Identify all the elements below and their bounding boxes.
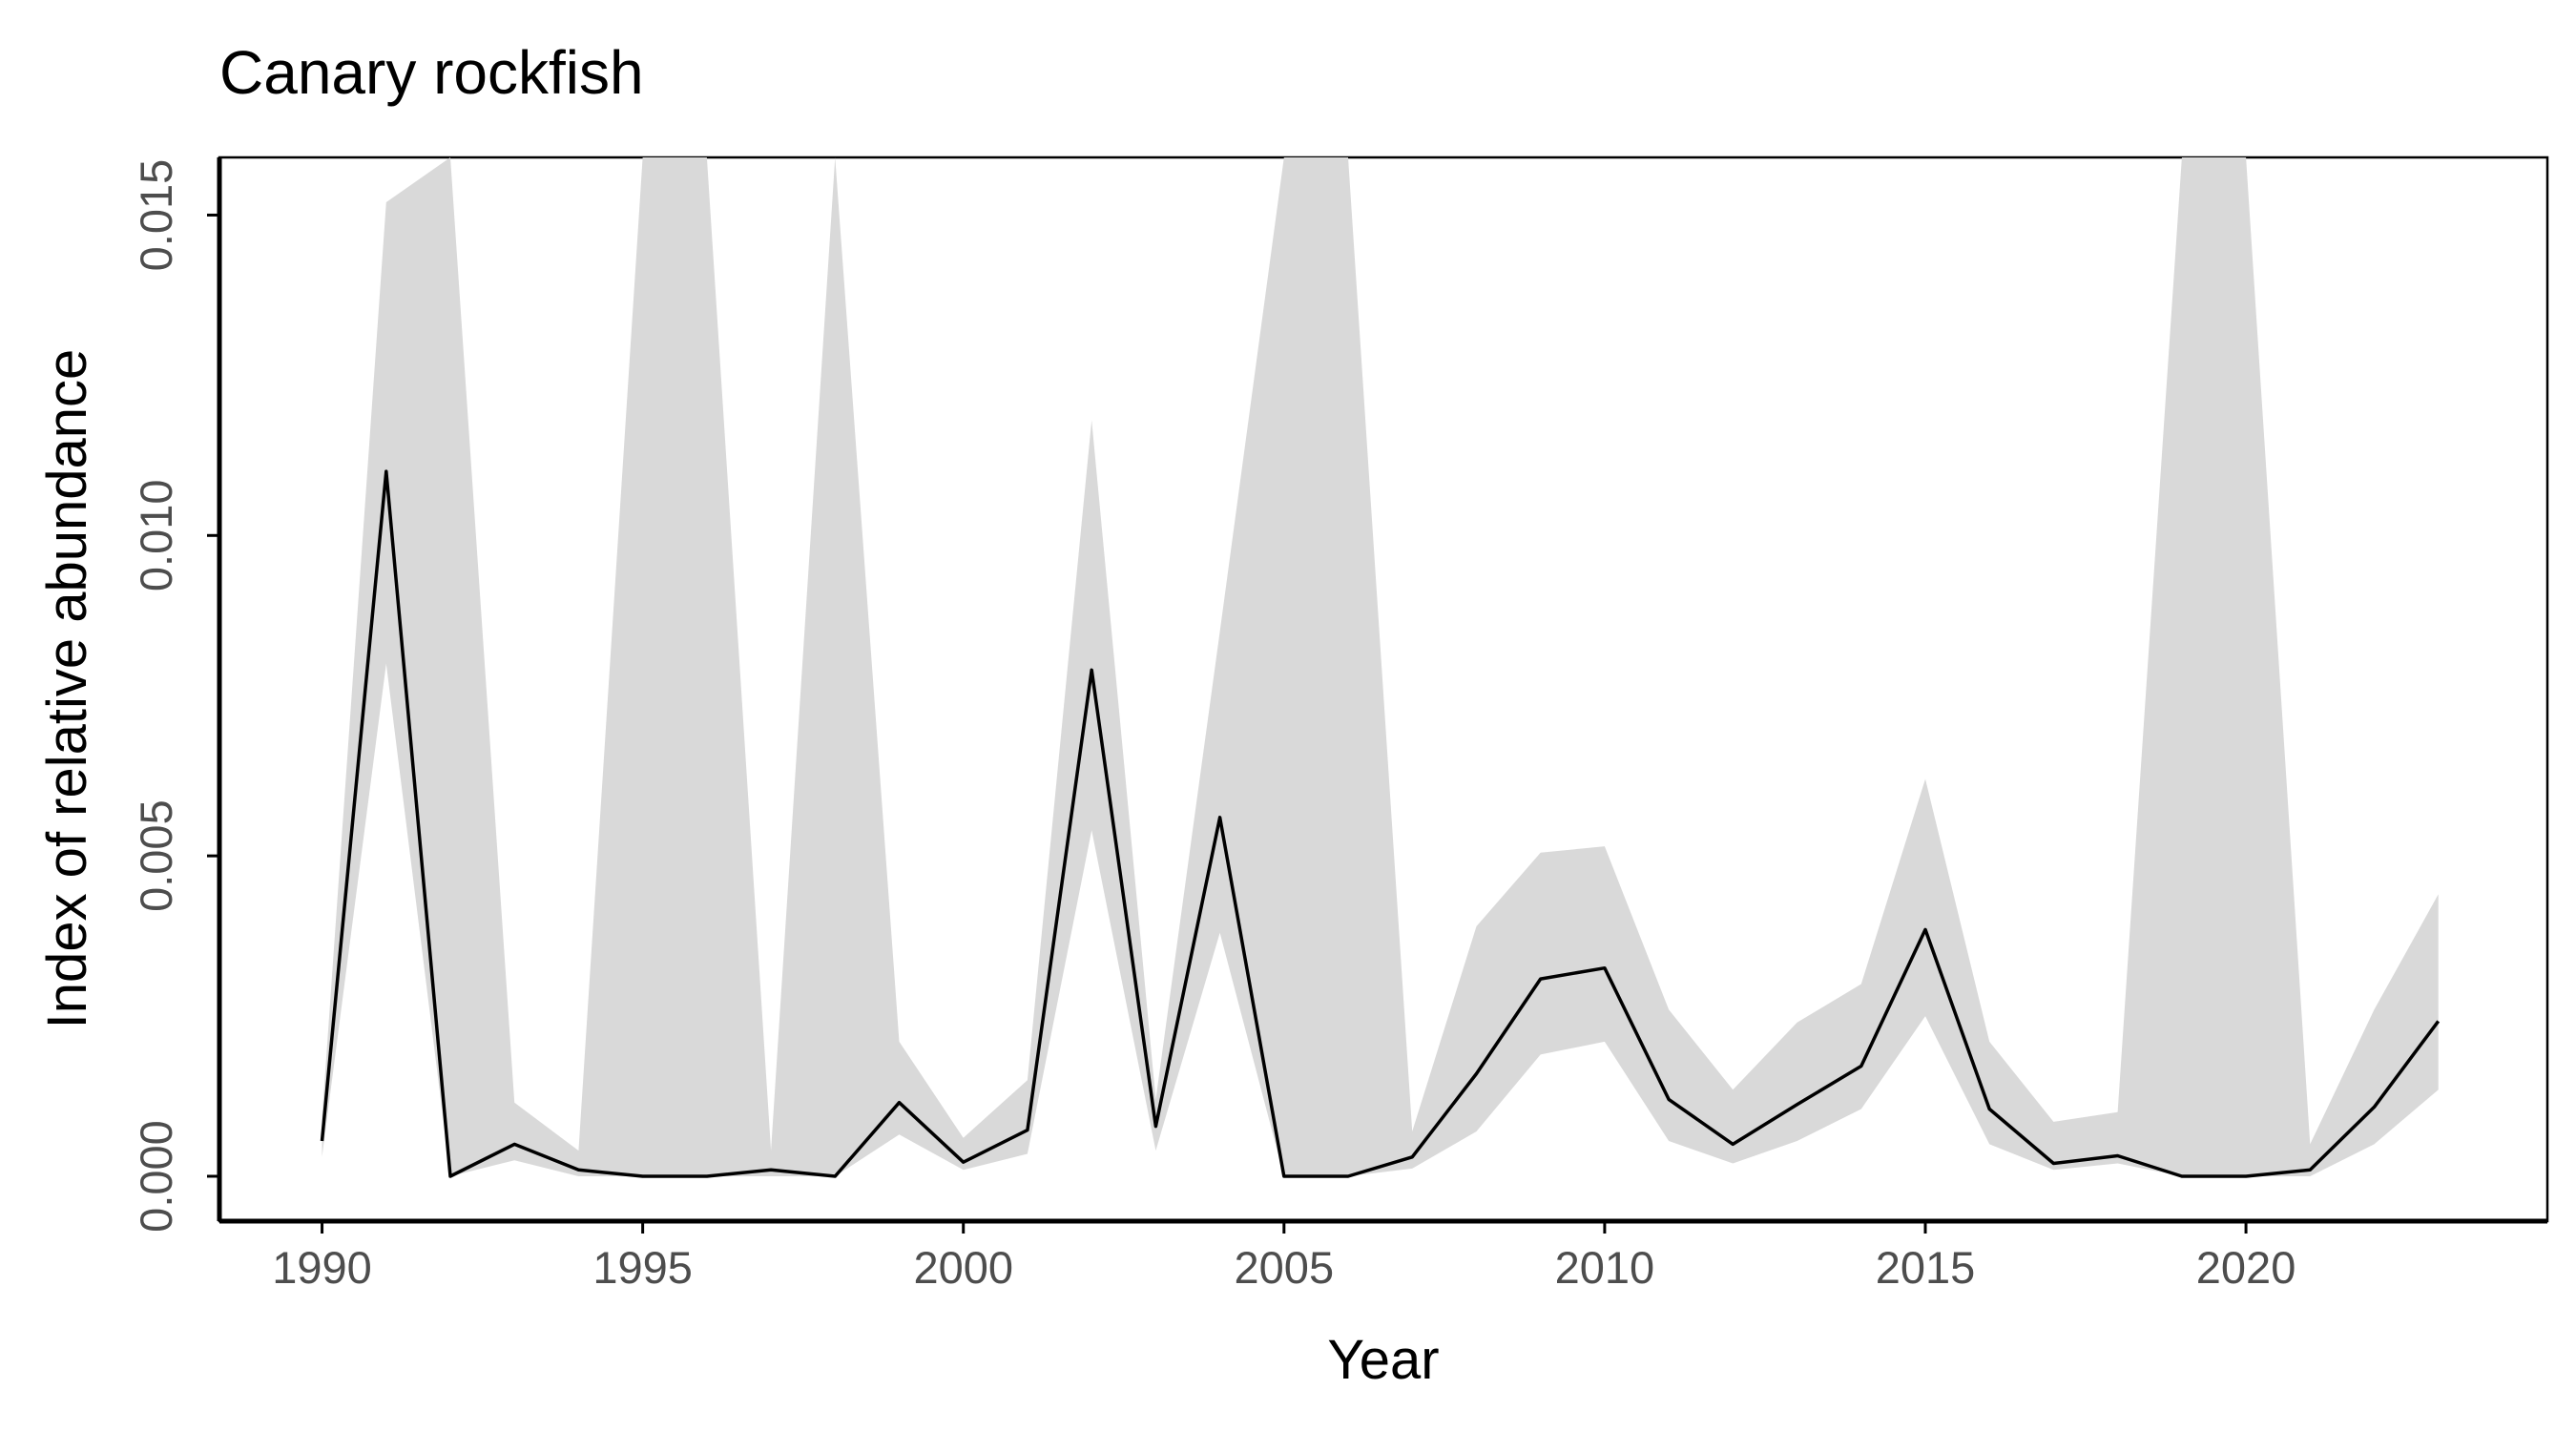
x-axis: 1990 1995 2000 2005 2010 2015 2020 xyxy=(219,1218,2547,1293)
x-tick-label: 2010 xyxy=(1555,1242,1655,1293)
x-tick-label: 2020 xyxy=(2196,1242,2296,1293)
x-tick-label: 1995 xyxy=(592,1242,693,1293)
series-line-layer xyxy=(320,469,2441,1178)
y-axis-label: Index of relative abundance xyxy=(36,349,98,1029)
confidence-ribbon xyxy=(322,157,2439,1176)
confidence-ribbon-layer xyxy=(322,157,2439,1176)
y-tick-label: 0.010 xyxy=(131,479,181,591)
y-axis: 0.000 0.005 0.010 0.015 xyxy=(131,157,222,1233)
x-tick-label: 1990 xyxy=(272,1242,372,1293)
y-tick-label: 0.005 xyxy=(131,799,181,912)
x-tick-label: 2000 xyxy=(913,1242,1013,1293)
x-tick-label: 2005 xyxy=(1235,1242,1335,1293)
chart-title: Canary rockfish xyxy=(219,38,644,107)
plot-area xyxy=(218,156,2549,1223)
series-line xyxy=(320,469,2441,1178)
x-axis-label: Year xyxy=(1327,1329,1439,1391)
y-tick-label: 0.000 xyxy=(131,1120,181,1233)
x-tick-label: 2015 xyxy=(1876,1242,1976,1293)
y-tick-label: 0.015 xyxy=(131,159,181,272)
